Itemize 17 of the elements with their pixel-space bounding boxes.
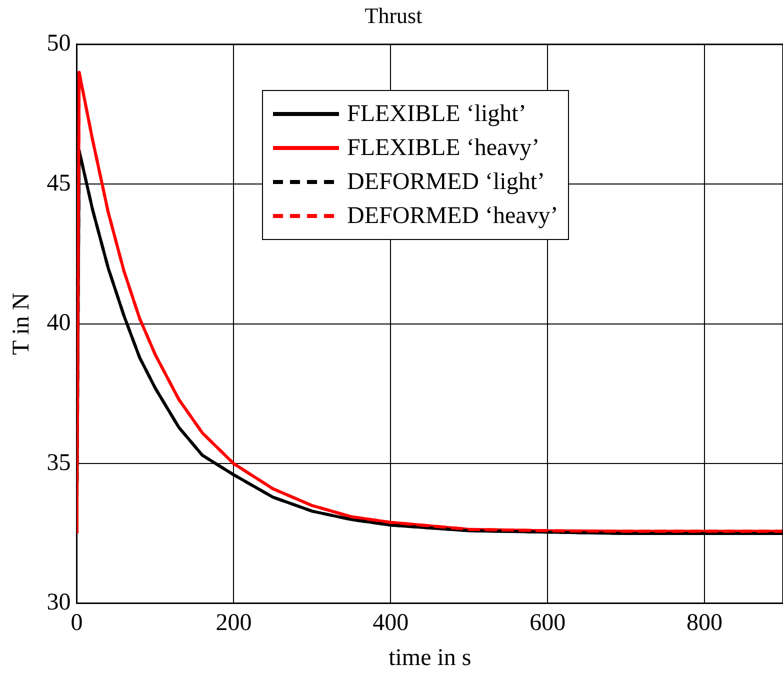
y-axis-title: T in N <box>8 292 35 356</box>
y-tick-label: 40 <box>46 310 71 336</box>
y-tick-label: 35 <box>46 450 71 476</box>
y-tick-label: 30 <box>46 590 71 616</box>
x-axis-title: time in s <box>388 644 472 671</box>
legend-label: FLEXIBLE ‘light’ <box>347 100 526 129</box>
x-tick-label: 200 <box>216 610 252 636</box>
y-tick-label: 50 <box>46 30 71 57</box>
legend-label: DEFORMED ‘heavy’ <box>347 202 558 231</box>
x-tick-label: 400 <box>372 610 409 636</box>
y-tick-label: 45 <box>46 170 71 196</box>
chart-title: Thrust <box>364 2 422 28</box>
legend-label: FLEXIBLE ‘heavy’ <box>347 134 540 163</box>
x-tick-label: 600 <box>530 610 566 636</box>
x-tick-label: 800 <box>686 610 723 636</box>
x-tick-label: 0 <box>70 610 83 636</box>
legend-label: DEFORMED ‘light’ <box>347 168 545 197</box>
